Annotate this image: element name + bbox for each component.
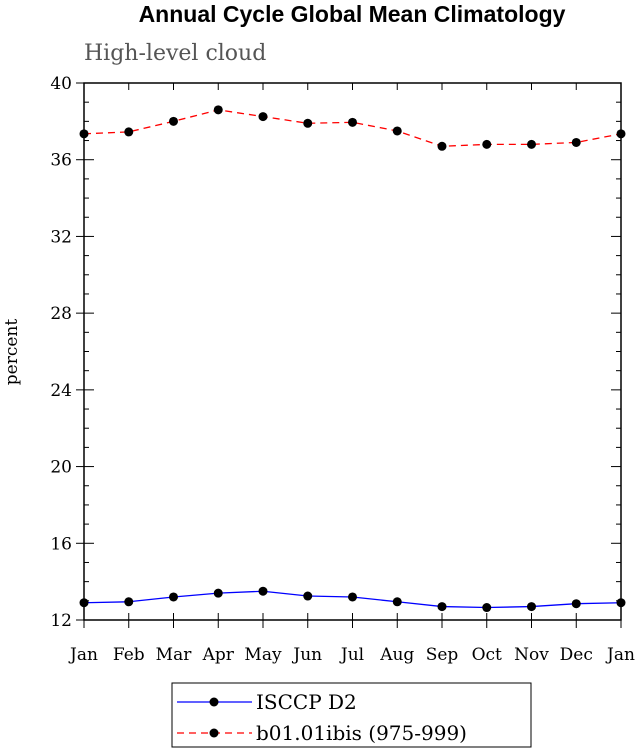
data-point	[392, 126, 402, 136]
legend: ISCCP D2 b01.01ibis (975-999)	[171, 682, 532, 748]
data-point	[124, 127, 134, 137]
legend-items: ISCCP D2 b01.01ibis (975-999)	[177, 690, 467, 745]
data-point	[437, 141, 447, 151]
data-point	[437, 602, 447, 612]
y-tick-label: 24	[50, 381, 72, 401]
data-point	[616, 129, 626, 139]
x-tick-label: Dec	[560, 645, 593, 665]
data-point	[169, 592, 178, 602]
x-tick-label: Jun	[291, 645, 322, 665]
series-1	[79, 586, 626, 613]
data-point	[79, 129, 89, 139]
y-tick-label: 28	[50, 304, 72, 324]
x-tick-label: Oct	[472, 645, 502, 665]
x-tick-label: Aug	[379, 645, 414, 665]
data-point	[616, 598, 626, 608]
axis-ticks	[76, 82, 622, 628]
data-point	[527, 139, 536, 149]
legend-marker	[209, 728, 219, 738]
series-line	[83, 109, 622, 147]
x-tick-label: Jul	[339, 645, 364, 665]
data-point	[348, 592, 357, 602]
y-tick-label: 36	[50, 151, 72, 171]
data-point	[571, 599, 581, 609]
tick-labels: Jan Feb Mar Apr May Jun Jul Aug Sep Oct Nov Dec Jan 1…	[50, 74, 635, 665]
y-axis-label: percent	[2, 319, 22, 386]
x-tick-label: Mar	[156, 645, 193, 665]
legend-box	[171, 682, 532, 748]
y-tick-label: 40	[50, 74, 72, 94]
x-tick-label: Feb	[113, 645, 145, 665]
data-point	[303, 118, 313, 128]
data-point	[213, 588, 223, 598]
chart-title: Annual Cycle Global Mean Climatology	[139, 1, 566, 27]
y-tick-label: 20	[50, 458, 72, 478]
y-tick-label: 12	[50, 611, 72, 631]
data-point	[571, 137, 581, 147]
data-point	[258, 586, 268, 596]
legend-marker	[209, 697, 219, 707]
y-tick-label: 16	[50, 534, 72, 554]
x-tick-label: Nov	[514, 645, 549, 665]
data-point	[258, 112, 268, 122]
data-point	[79, 598, 89, 608]
data-point	[482, 603, 492, 613]
series-2	[79, 105, 626, 151]
x-tick-label: Apr	[202, 645, 235, 665]
x-tick-label: May	[244, 645, 282, 665]
data-point	[303, 591, 313, 601]
x-tick-label: Jan	[68, 645, 98, 665]
legend-label: ISCCP D2	[256, 690, 357, 714]
x-tick-label: Sep	[426, 645, 459, 665]
plot-frame	[83, 82, 622, 621]
data-point	[169, 116, 178, 126]
x-tick-label: Jan	[605, 645, 635, 665]
y-tick-label: 32	[50, 227, 72, 247]
chart-subtitle: High-level cloud	[84, 41, 266, 66]
data-point	[124, 597, 134, 607]
legend-label: b01.01ibis (975-999)	[256, 721, 467, 745]
data-point	[482, 139, 492, 149]
data-point	[392, 597, 402, 607]
data-point	[348, 117, 357, 127]
data-point	[213, 105, 223, 115]
series-layer	[79, 105, 626, 613]
data-point	[527, 602, 536, 612]
